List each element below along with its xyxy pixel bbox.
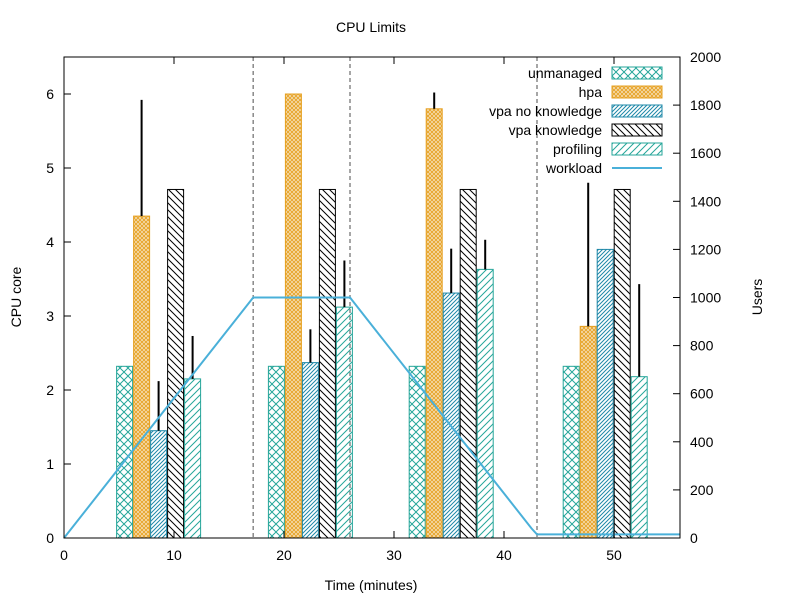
bar-unmanaged-1 — [116, 365, 134, 539]
bar-vpa-knowledge-2 — [318, 188, 336, 539]
y-tick-label-2: 2 — [46, 382, 54, 398]
bar-vpa-knowledge-4 — [613, 188, 631, 539]
bar-series — [116, 93, 648, 539]
y2-tick-label-2000: 2000 — [690, 49, 721, 65]
legend-label-vpa-knowledge: vpa knowledge — [509, 122, 603, 138]
bar-vpa-no-knowledge-3 — [442, 292, 460, 539]
y2-tick-label-0: 0 — [690, 530, 698, 546]
legend-swatch-vpa-knowledge — [611, 123, 663, 137]
y2-tick-label-1000: 1000 — [690, 290, 721, 306]
y-tick-label-0: 0 — [46, 530, 54, 546]
bar-profiling-3 — [476, 268, 494, 539]
bar-hpa-2 — [284, 93, 302, 539]
legend-swatch-hpa — [611, 85, 663, 99]
bar-vpa-no-knowledge-2 — [301, 362, 319, 539]
x-tick-label-10: 10 — [166, 547, 182, 563]
y2-tick-label-200: 200 — [690, 482, 714, 498]
x-axis-label: Time (minutes) — [325, 577, 418, 593]
bar-hpa-3 — [425, 108, 443, 539]
y-axis-label: CPU core — [8, 266, 24, 327]
y-tick-label-1: 1 — [46, 456, 54, 472]
legend-swatch-unmanaged — [611, 66, 663, 80]
bar-vpa-no-knowledge-1 — [150, 430, 168, 539]
error-bars — [140, 92, 641, 431]
bar-vpa-knowledge-1 — [167, 188, 185, 539]
legend-swatch-vpa-no-knowledge — [611, 104, 663, 118]
y2-tick-label-400: 400 — [690, 434, 714, 450]
bar-profiling-4 — [630, 376, 648, 539]
legend: unmanaged hpa vpa no knowledge vpa knowledg… — [489, 65, 663, 176]
y2-axis-label: Users — [749, 279, 765, 316]
x-tick-label-20: 20 — [276, 547, 292, 563]
bar-profiling-2 — [335, 306, 353, 539]
bar-vpa-knowledge-3 — [459, 188, 477, 539]
y2-tick-label-1800: 1800 — [690, 97, 721, 113]
workload-series — [63, 296, 680, 539]
x-tick-label-50: 50 — [606, 547, 622, 563]
bar-hpa-4 — [579, 325, 597, 539]
bar-vpa-no-knowledge-4 — [596, 248, 614, 539]
bar-unmanaged-4 — [562, 365, 580, 539]
bar-hpa-1 — [133, 215, 151, 539]
legend-label-workload: workload — [545, 160, 602, 176]
legend-label-hpa: hpa — [579, 84, 603, 100]
y2-tick-label-600: 600 — [690, 386, 714, 402]
y2-tick-label-800: 800 — [690, 338, 714, 354]
y-tick-label-5: 5 — [46, 160, 54, 176]
bar-profiling-1 — [184, 378, 202, 539]
x-tick-label-30: 30 — [386, 547, 402, 563]
axes: 0 10 20 30 40 50 0 1 2 3 4 5 6 0 200 400 600 800 1000 1200 1… — [46, 49, 721, 563]
bar-unmanaged-3 — [408, 365, 426, 539]
y-tick-label-3: 3 — [46, 308, 54, 324]
y-tick-label-6: 6 — [46, 86, 54, 102]
legend-label-profiling: profiling — [553, 141, 602, 157]
workload-line — [63, 296, 680, 539]
bar-unmanaged-2 — [267, 365, 285, 539]
chart-title: CPU Limits — [336, 19, 406, 35]
y2-tick-label-1400: 1400 — [690, 193, 721, 209]
x-tick-label-40: 40 — [496, 547, 512, 563]
y-tick-label-4: 4 — [46, 234, 54, 250]
legend-swatch-profiling — [611, 142, 663, 156]
legend-label-vpa-no-knowledge: vpa no knowledge — [489, 103, 602, 119]
x-tick-label-0: 0 — [60, 547, 68, 563]
y2-tick-label-1200: 1200 — [690, 241, 721, 257]
legend-label-unmanaged: unmanaged — [528, 65, 602, 81]
y2-tick-label-1600: 1600 — [690, 145, 721, 161]
